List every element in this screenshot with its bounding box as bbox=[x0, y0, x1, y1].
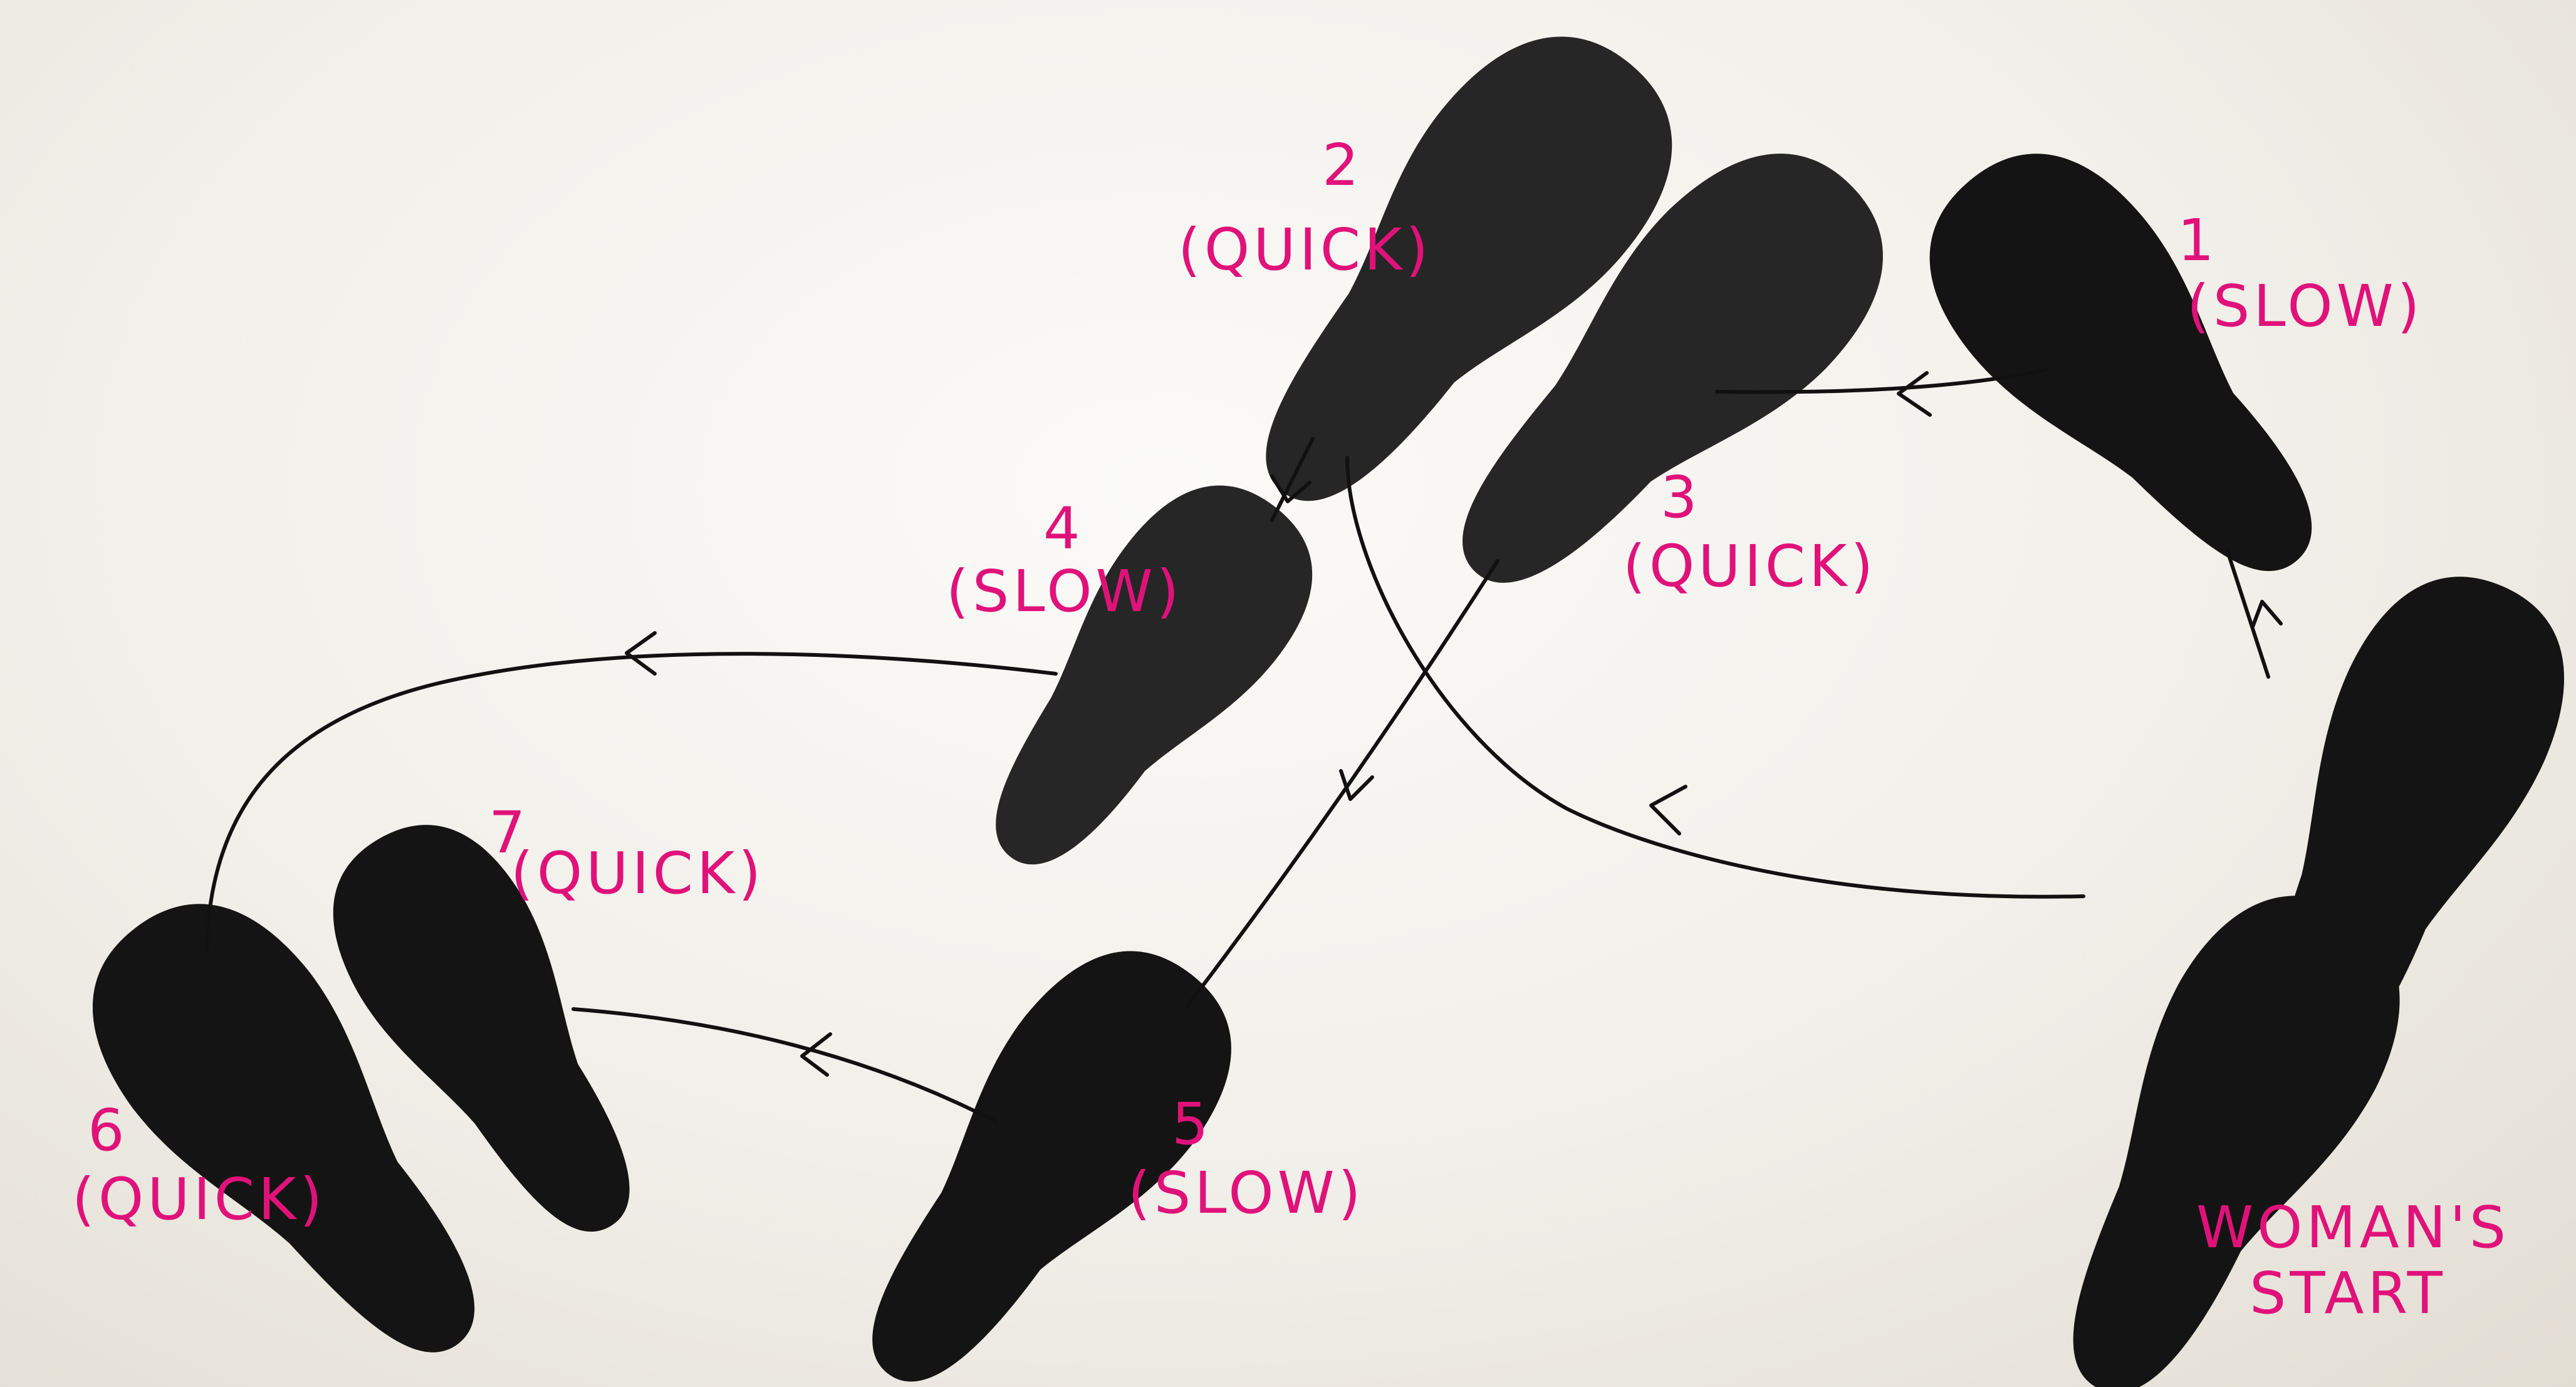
label-start-line-2: START bbox=[2250, 1260, 2446, 1327]
label-start-line-1: WOMAN'S bbox=[2196, 1194, 2510, 1261]
label-step-3-timing: (QUICK) bbox=[1623, 533, 1877, 600]
label-step-1-number: 1 bbox=[2177, 207, 2218, 274]
label-step-6-timing: (QUICK) bbox=[72, 1166, 326, 1233]
footprint-step-5 bbox=[872, 951, 1231, 1382]
arrow-step-4-to-step-6 bbox=[625, 631, 657, 676]
path-start-to-step-1 bbox=[2226, 550, 2270, 679]
path-step-5-to-step-7 bbox=[571, 1007, 998, 1124]
arrow-step-3-to-step-5 bbox=[1339, 769, 1374, 801]
label-step-2-number: 2 bbox=[1322, 132, 1363, 199]
step-paths bbox=[205, 368, 2283, 1124]
label-step-4-number: 4 bbox=[1043, 495, 1084, 562]
label-step-4-timing: (SLOW) bbox=[946, 558, 1183, 625]
step-labels: 1 (SLOW) 2 (QUICK) 3 (QUICK) 4 (SLOW) 5 … bbox=[72, 132, 2510, 1327]
footprint-start-right bbox=[2268, 577, 2564, 1074]
path-step-4-to-step-6 bbox=[205, 652, 1058, 951]
footprint-step-7 bbox=[333, 825, 630, 1232]
footprints bbox=[92, 36, 2564, 1387]
path-start-to-step-2 bbox=[1345, 456, 2085, 899]
footprint-step-6 bbox=[92, 904, 475, 1353]
path-step-2-to-step-4 bbox=[1270, 437, 1315, 522]
label-step-7-number: 7 bbox=[489, 799, 529, 866]
arrow-step-2-to-step-4 bbox=[1270, 474, 1311, 503]
footprint-step-4 bbox=[996, 485, 1312, 865]
arrow-step-1-to-step-3 bbox=[1897, 371, 1932, 417]
label-step-3-number: 3 bbox=[1661, 464, 1701, 531]
label-step-7-timing: (QUICK) bbox=[511, 840, 764, 907]
label-step-2-timing: (QUICK) bbox=[1178, 216, 1432, 283]
label-step-6-number: 6 bbox=[88, 1097, 128, 1164]
label-step-1-timing: (SLOW) bbox=[2187, 273, 2424, 340]
label-step-5-timing: (SLOW) bbox=[1128, 1159, 1365, 1227]
arrow-start-to-step-1 bbox=[2251, 600, 2283, 629]
path-step-3-to-step-5 bbox=[1186, 559, 1499, 1008]
arrow-start-to-step-2 bbox=[1649, 785, 1687, 835]
footprint-step-2 bbox=[1266, 36, 1672, 501]
label-step-5-number: 5 bbox=[1172, 1091, 1212, 1158]
footprint-step-3 bbox=[1463, 154, 1883, 583]
arrow-step-5-to-step-7 bbox=[800, 1032, 832, 1077]
footprint-step-1 bbox=[1929, 154, 2312, 572]
